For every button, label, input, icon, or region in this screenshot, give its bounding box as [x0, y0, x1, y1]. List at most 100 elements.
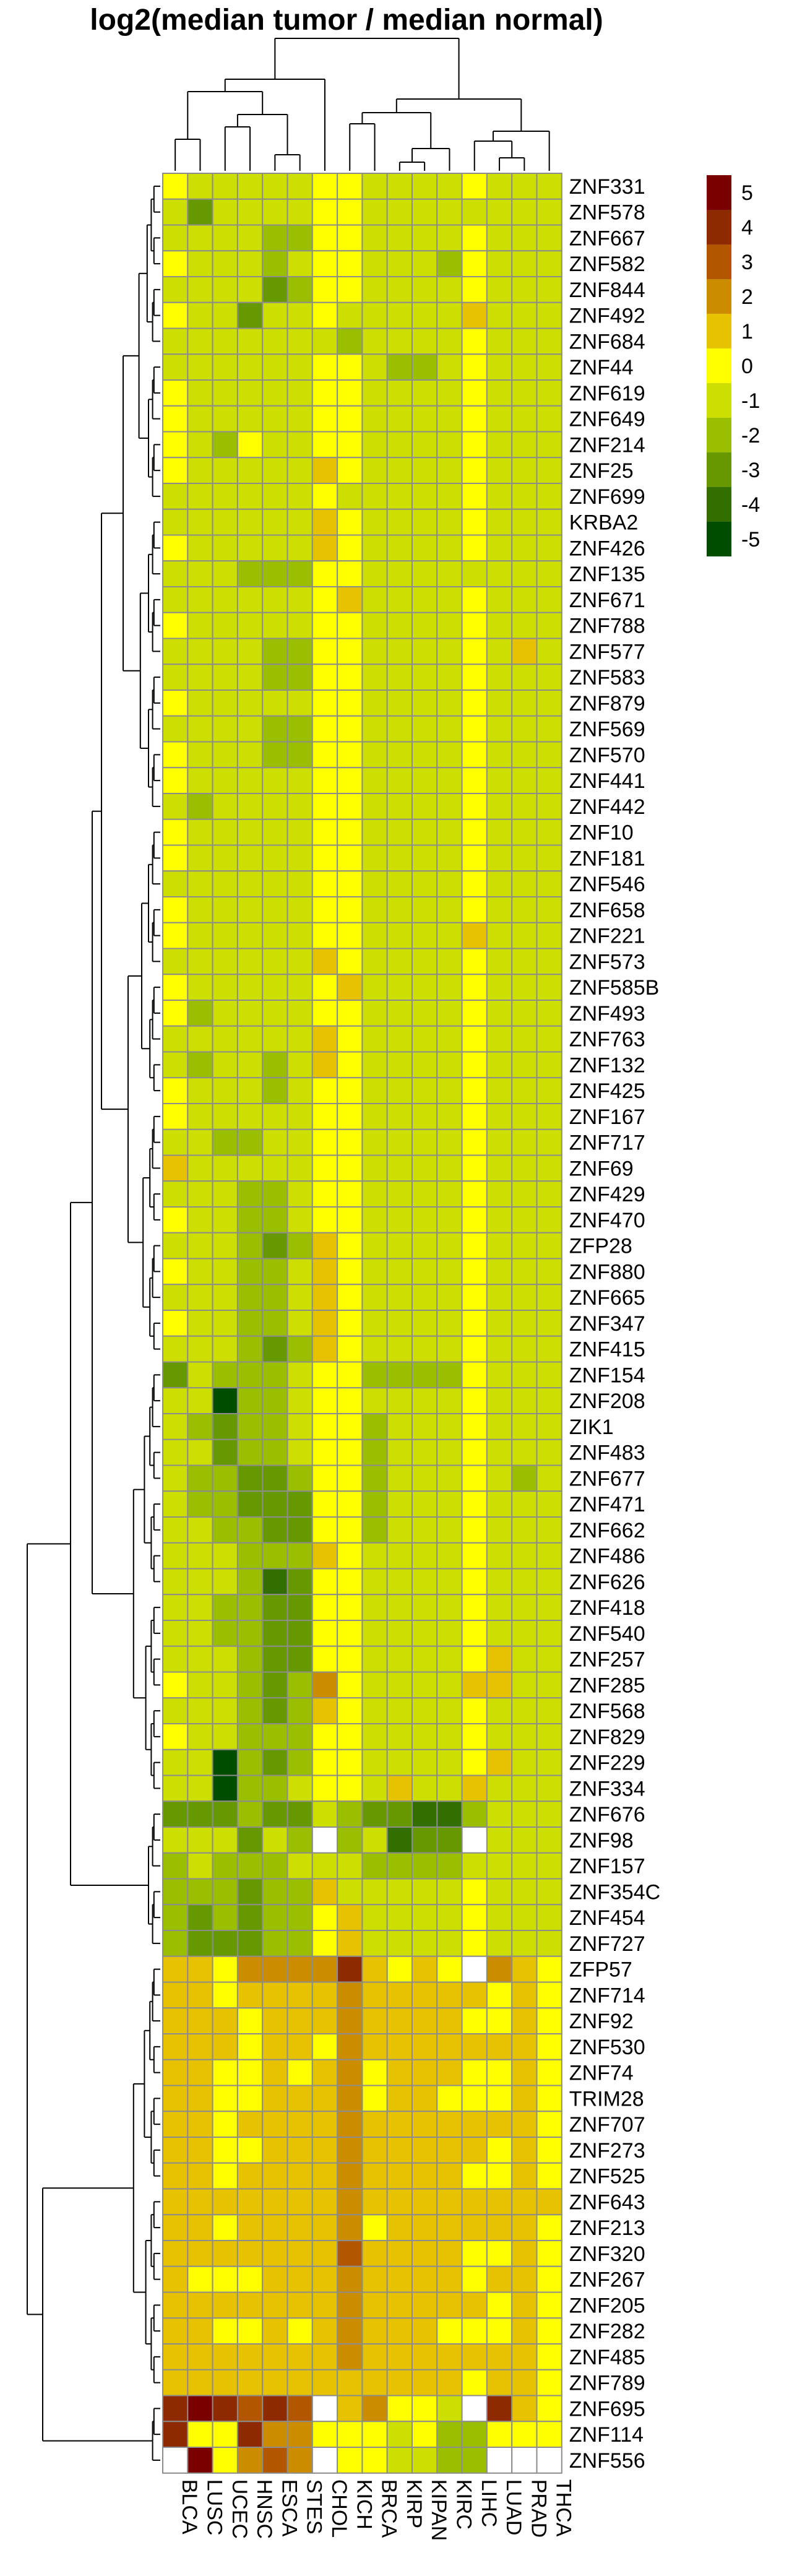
heatmap-cell: [187, 2343, 213, 2371]
heatmap-cell: [287, 224, 313, 252]
heatmap-cell: [162, 1025, 189, 1053]
heatmap-cell: [536, 2421, 562, 2448]
heatmap-cell: [436, 2007, 463, 2034]
heatmap-cell: [236, 2395, 264, 2423]
heatmap-cell: [311, 1206, 338, 1234]
heatmap-cell: [411, 1826, 438, 1854]
heatmap-cell: [361, 2188, 388, 2216]
heatmap-cell: [212, 1568, 238, 1596]
heatmap-cell: [212, 457, 238, 484]
heatmap-cell: [386, 948, 413, 975]
heatmap-cell: [461, 2111, 488, 2138]
row-label: ZNF546: [569, 873, 645, 896]
heatmap-cell: [337, 2395, 363, 2423]
heatmap-cell: [212, 2291, 238, 2319]
heatmap-cell: [511, 663, 538, 691]
heatmap-cell: [236, 1955, 264, 1983]
heatmap-cell: [337, 2059, 363, 2086]
heatmap-cell: [386, 1671, 413, 1699]
heatmap-cell: [536, 1568, 562, 1596]
heatmap-cell: [436, 844, 463, 872]
heatmap-cell: [311, 2007, 338, 2034]
heatmap-cells: [162, 173, 562, 2474]
heatmap-cell: [187, 715, 213, 743]
heatmap-cell: [486, 1077, 513, 1104]
heatmap-cell: [461, 379, 488, 407]
heatmap-cell: [187, 1310, 213, 1337]
heatmap-cell: [361, 896, 388, 923]
heatmap-cell: [536, 1335, 562, 1363]
heatmap-cell: [287, 896, 313, 923]
heatmap-cell: [461, 1232, 488, 1260]
heatmap-cell: [212, 1852, 238, 1880]
heatmap-cell: [236, 250, 264, 277]
heatmap-cell: [461, 2240, 488, 2267]
heatmap-cell: [212, 405, 238, 433]
heatmap-cell: [337, 1516, 363, 1544]
heatmap-cell: [162, 405, 189, 433]
heatmap-cell: [262, 1206, 288, 1234]
heatmap-cell: [536, 1930, 562, 1957]
heatmap-cell: [287, 715, 313, 743]
heatmap-cell: [361, 1878, 388, 1906]
heatmap-cell: [536, 353, 562, 381]
heatmap-cell: [536, 1645, 562, 1673]
heatmap-cell: [536, 2240, 562, 2267]
heatmap-cell: [386, 2447, 413, 2474]
heatmap-cell: [436, 457, 463, 484]
heatmap-cell: [212, 1310, 238, 1337]
heatmap-cell: [337, 483, 363, 510]
heatmap-cell: [411, 534, 438, 562]
heatmap-cell: [187, 1180, 213, 1208]
heatmap-cell: [536, 1826, 562, 1854]
heatmap-cell: [511, 2421, 538, 2448]
heatmap-cell: [212, 767, 238, 794]
heatmap-cell: [461, 1413, 488, 1440]
heatmap-cell: [361, 560, 388, 587]
heatmap-cell: [337, 250, 363, 277]
heatmap-cell: [311, 1077, 338, 1104]
heatmap-cell: [236, 974, 264, 1001]
heatmap-cell: [511, 560, 538, 587]
row-label: ZNF267: [569, 2268, 645, 2292]
heatmap-cell: [411, 1852, 438, 1880]
heatmap-cell: [361, 1103, 388, 1130]
heatmap-cell: [162, 870, 189, 897]
heatmap-cell: [212, 1826, 238, 1854]
heatmap-cell: [236, 1671, 264, 1699]
heatmap-cell: [511, 1361, 538, 1389]
heatmap-cell: [536, 1800, 562, 1828]
heatmap-cell: [436, 2369, 463, 2397]
heatmap-cell: [212, 534, 238, 562]
heatmap-cell: [337, 1387, 363, 1414]
heatmap-cell: [287, 1051, 313, 1079]
heatmap-cell: [486, 1025, 513, 1053]
heatmap-cell: [361, 663, 388, 691]
heatmap-cell: [311, 508, 338, 536]
heatmap-cell: [337, 1981, 363, 2009]
row-label: ZNF788: [569, 615, 645, 638]
heatmap-cell: [386, 1180, 413, 1208]
heatmap-cell: [386, 560, 413, 587]
heatmap-cell: [162, 844, 189, 872]
heatmap-cell: [486, 2343, 513, 2371]
heatmap-cell: [311, 560, 338, 587]
row-label: ZNF454: [569, 1906, 645, 1930]
heatmap-cell: [436, 173, 463, 200]
heatmap-cell: [236, 1000, 264, 1027]
heatmap-cell: [337, 870, 363, 897]
heatmap-cell: [337, 1051, 363, 1079]
heatmap-cell: [536, 1361, 562, 1389]
row-label: ZNF578: [569, 201, 645, 225]
heatmap-cell: [287, 1154, 313, 1182]
heatmap-cell: [511, 741, 538, 769]
row-label: ZNF844: [569, 279, 645, 302]
heatmap-cell: [236, 612, 264, 639]
heatmap-cell: [461, 1128, 488, 1156]
heatmap-cell: [287, 534, 313, 562]
heatmap-cell: [411, 1154, 438, 1182]
heatmap-cell: [311, 327, 338, 355]
heatmap-cell: [411, 1697, 438, 1724]
heatmap-cell: [486, 2137, 513, 2164]
heatmap-cell: [262, 844, 288, 872]
